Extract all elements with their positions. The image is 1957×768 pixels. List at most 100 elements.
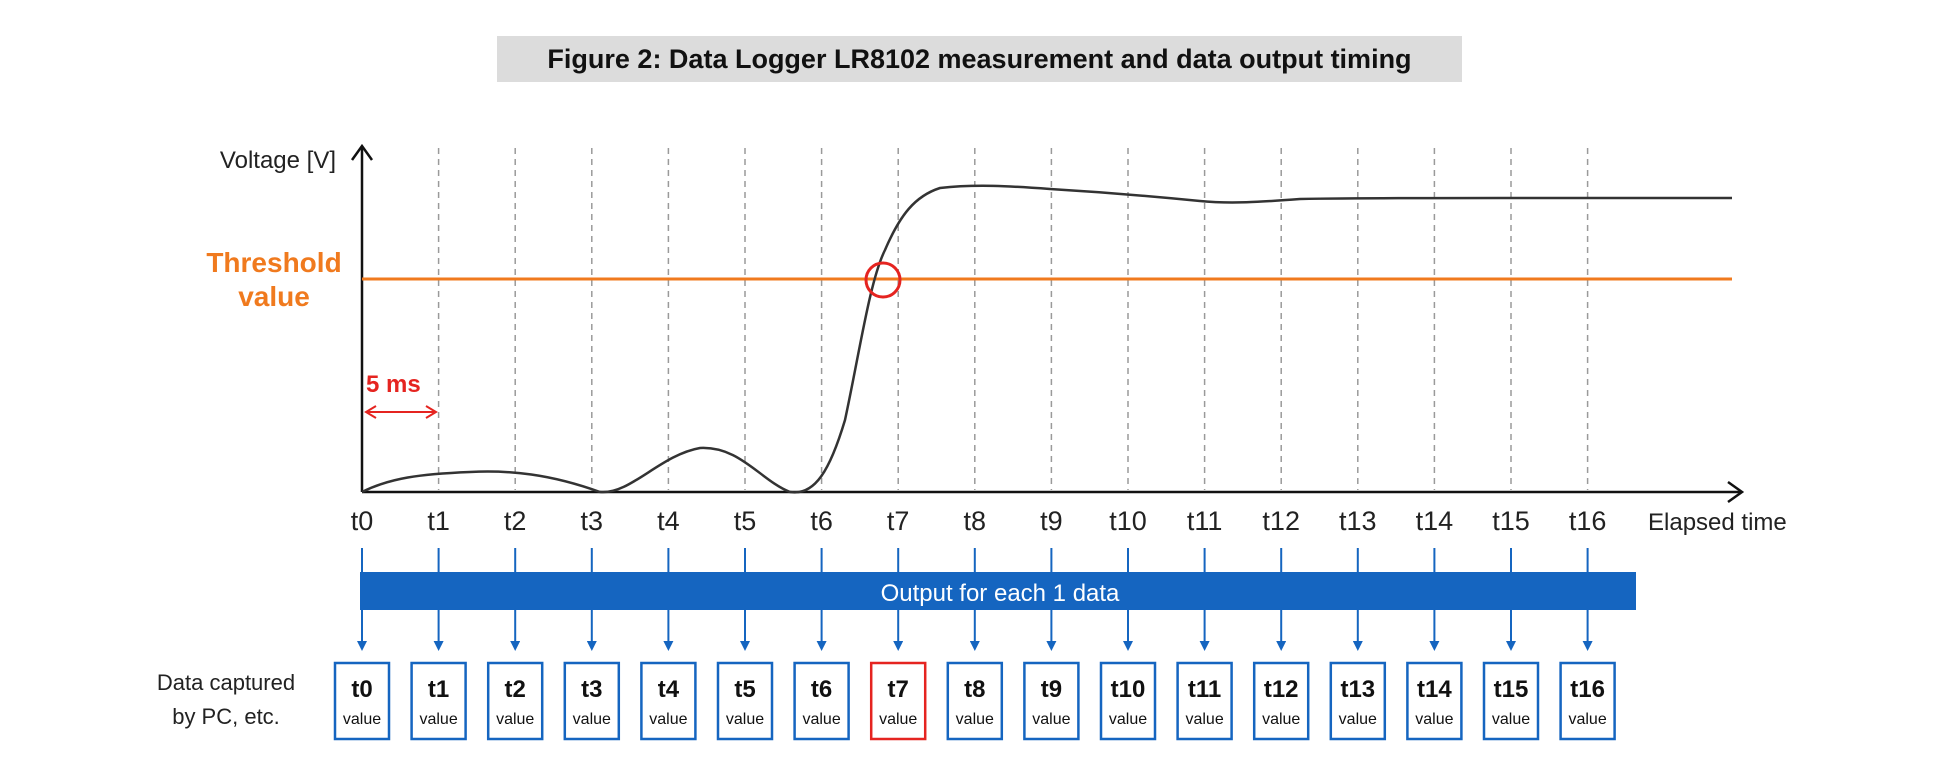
tick-label-t4: t4 bbox=[657, 506, 680, 536]
data-box-frame bbox=[946, 661, 1004, 741]
captured-label-line1: Data captured bbox=[157, 670, 295, 695]
data-box-value: value bbox=[343, 711, 381, 728]
data-box-t3: t3 value bbox=[563, 661, 621, 741]
data-box-t15: t15 value bbox=[1482, 661, 1540, 741]
data-box-t13: t13 value bbox=[1329, 661, 1387, 741]
data-box-time: t6 bbox=[811, 676, 832, 703]
tick-label-t9: t9 bbox=[1040, 506, 1063, 536]
tick-label-t10: t10 bbox=[1109, 506, 1147, 536]
data-box-time: t10 bbox=[1111, 676, 1146, 703]
data-box-frame bbox=[793, 661, 850, 741]
data-box-time: t8 bbox=[964, 676, 985, 703]
captured-data-boxes: t0 value t1 value t2 value t3 value t4 value t5 val… bbox=[333, 661, 1616, 741]
x-axis-arrow-icon bbox=[1727, 480, 1745, 504]
voltage-signal-curve bbox=[361, 184, 1732, 494]
data-box-time: t1 bbox=[428, 676, 449, 703]
data-box-time: t0 bbox=[351, 676, 372, 703]
data-box-time: t13 bbox=[1340, 676, 1375, 703]
data-box-time: t5 bbox=[734, 676, 755, 703]
data-box-frame bbox=[410, 661, 467, 741]
data-box-t0: t0 value bbox=[333, 661, 391, 741]
output-bar bbox=[360, 572, 1636, 610]
data-box-time: t12 bbox=[1264, 676, 1299, 703]
data-box-value: value bbox=[1109, 711, 1147, 728]
threshold-label-line2: value bbox=[238, 281, 310, 312]
tick-label-t6: t6 bbox=[810, 506, 833, 536]
data-box-value: value bbox=[879, 711, 917, 728]
tick-label-t0: t0 bbox=[351, 506, 374, 536]
data-box-frame bbox=[333, 661, 391, 741]
tick-label-t5: t5 bbox=[734, 506, 757, 536]
threshold-label-line1: Threshold bbox=[206, 247, 341, 278]
data-box-frame bbox=[1559, 661, 1616, 741]
data-box-frame bbox=[1329, 661, 1387, 741]
data-box-time: t9 bbox=[1041, 676, 1062, 703]
data-box-value: value bbox=[419, 711, 457, 728]
data-box-value: value bbox=[649, 711, 687, 728]
tick-label-t8: t8 bbox=[964, 506, 987, 536]
tick-label-t13: t13 bbox=[1339, 506, 1377, 536]
data-box-time: t16 bbox=[1570, 676, 1605, 703]
data-box-t10: t10 value bbox=[1099, 661, 1157, 741]
data-box-t12: t12 value bbox=[1252, 661, 1310, 741]
data-box-frame bbox=[640, 661, 697, 741]
data-box-frame bbox=[869, 661, 927, 741]
data-box-value: value bbox=[573, 711, 611, 728]
output-bar-label: Output for each 1 data bbox=[881, 580, 1120, 607]
data-box-frame bbox=[486, 661, 544, 741]
data-box-time: t3 bbox=[581, 676, 602, 703]
data-box-value: value bbox=[1568, 711, 1606, 728]
data-box-value: value bbox=[1415, 711, 1453, 728]
data-box-time: t2 bbox=[505, 676, 526, 703]
data-box-t4: t4 value bbox=[640, 661, 697, 741]
data-box-t2: t2 value bbox=[486, 661, 544, 741]
data-box-frame bbox=[716, 661, 774, 741]
data-box-value: value bbox=[956, 711, 994, 728]
data-box-t14: t14 value bbox=[1406, 661, 1463, 741]
data-box-t8: t8 value bbox=[946, 661, 1004, 741]
data-box-value: value bbox=[726, 711, 764, 728]
data-box-time: t15 bbox=[1494, 676, 1529, 703]
time-gridlines bbox=[437, 148, 1589, 490]
interval-arrow-left-icon bbox=[364, 405, 377, 419]
data-box-value: value bbox=[1339, 711, 1377, 728]
tick-label-t15: t15 bbox=[1492, 506, 1530, 536]
data-box-time: t11 bbox=[1188, 676, 1221, 703]
tick-label-t2: t2 bbox=[504, 506, 527, 536]
tick-label-t1: t1 bbox=[427, 506, 450, 536]
tick-label-t16: t16 bbox=[1569, 506, 1607, 536]
data-box-t1: t1 value bbox=[410, 661, 467, 741]
data-box-frame bbox=[563, 661, 621, 741]
data-box-frame bbox=[1023, 661, 1080, 741]
data-box-value: value bbox=[496, 711, 534, 728]
tick-label-t7: t7 bbox=[887, 506, 910, 536]
data-box-t7: t7 value bbox=[869, 661, 927, 741]
data-box-frame bbox=[1482, 661, 1540, 741]
data-box-value: value bbox=[802, 711, 840, 728]
time-tick-labels: t0 t1 t2 t3 t4 t5 t6 t7 t8 t9 t10 t11 t12 t13 t14 t15 t1… bbox=[351, 506, 1607, 536]
interval-label: 5 ms bbox=[366, 371, 421, 398]
data-box-value: value bbox=[1492, 711, 1530, 728]
tick-label-t11: t11 bbox=[1187, 506, 1223, 536]
tick-label-t12: t12 bbox=[1262, 506, 1300, 536]
x-axis-label: Elapsed time bbox=[1648, 509, 1787, 536]
y-axis-label: Voltage [V] bbox=[220, 147, 336, 174]
data-box-value: value bbox=[1185, 711, 1223, 728]
data-box-time: t7 bbox=[888, 676, 909, 703]
y-axis-arrow-icon bbox=[350, 143, 374, 161]
captured-label-line2: by PC, etc. bbox=[172, 704, 280, 729]
tick-label-t3: t3 bbox=[581, 506, 604, 536]
data-box-frame bbox=[1406, 661, 1463, 741]
data-box-t11: t11 value bbox=[1176, 661, 1233, 741]
data-box-t5: t5 value bbox=[716, 661, 774, 741]
interval-arrow-right-icon bbox=[425, 405, 438, 419]
tick-label-t14: t14 bbox=[1416, 506, 1454, 536]
data-box-t9: t9 value bbox=[1023, 661, 1080, 741]
figure-title-box: Figure 2: Data Logger LR8102 measurement… bbox=[497, 36, 1462, 82]
figure-title: Figure 2: Data Logger LR8102 measurement… bbox=[547, 43, 1412, 74]
data-box-t16: t16 value bbox=[1559, 661, 1616, 741]
threshold-crossing-marker bbox=[864, 261, 902, 299]
data-box-value: value bbox=[1032, 711, 1070, 728]
data-box-frame bbox=[1252, 661, 1310, 741]
